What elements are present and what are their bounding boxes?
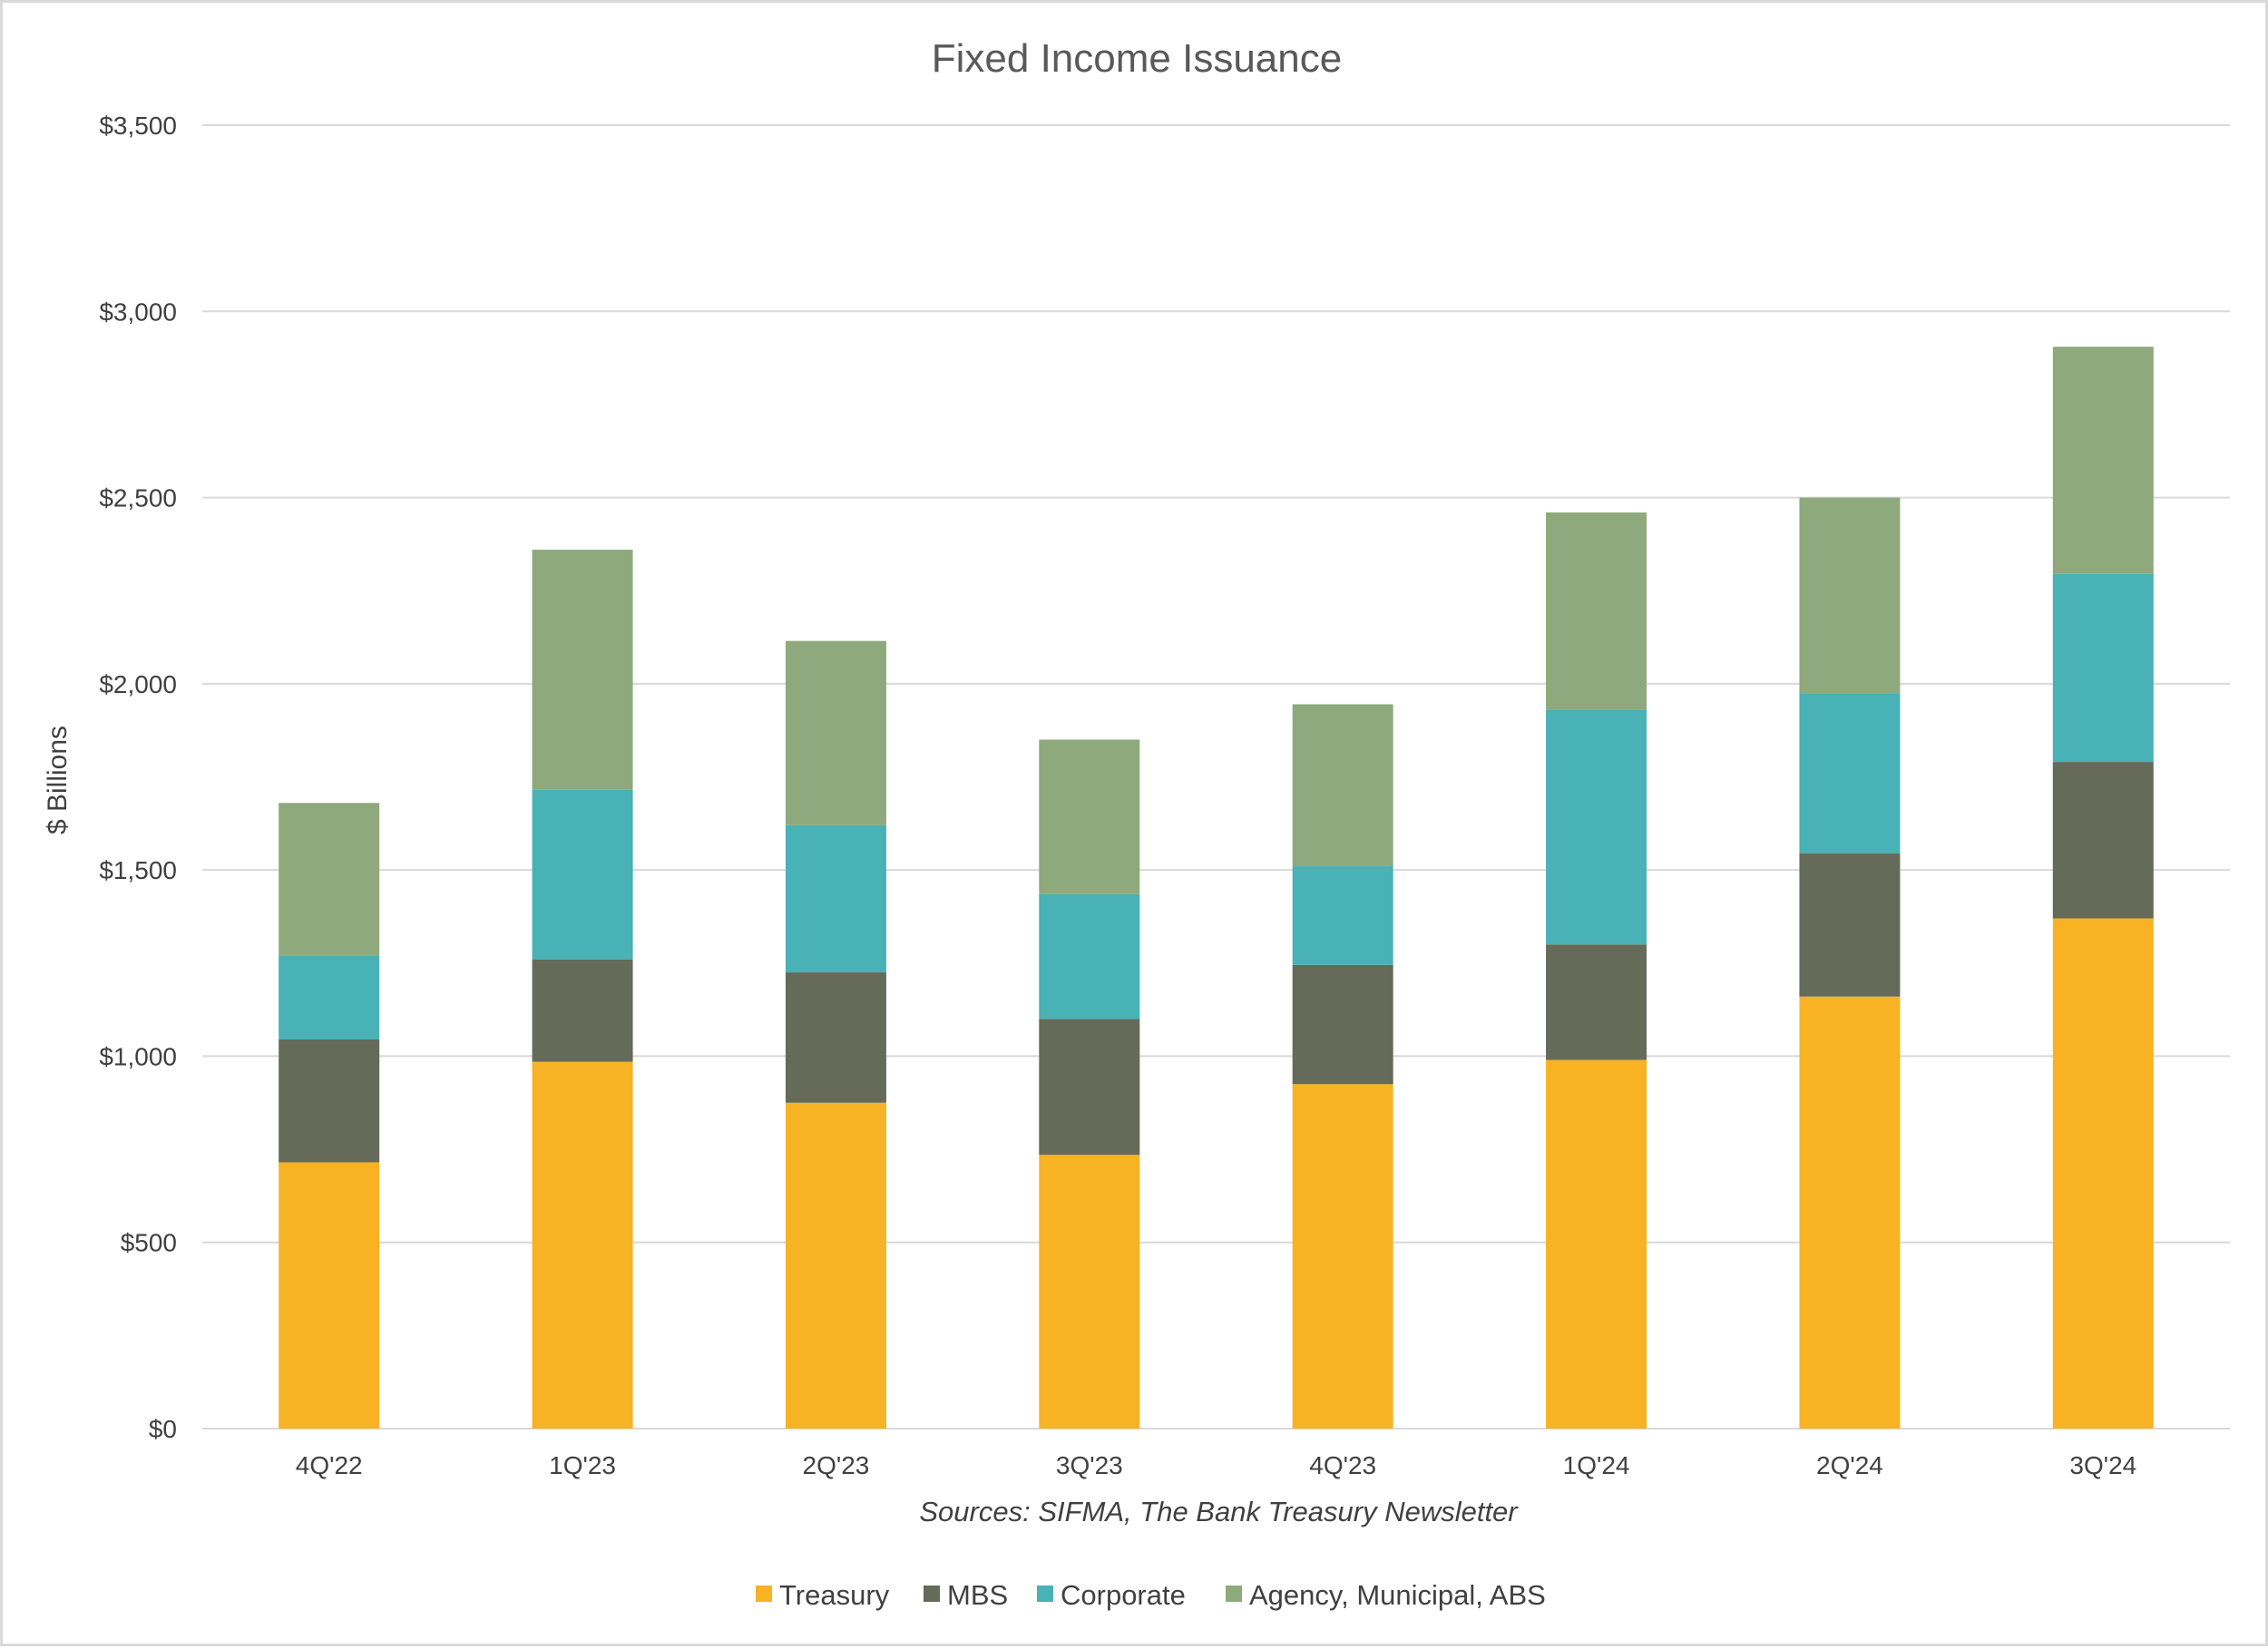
y-axis-label: $ Billions <box>43 726 73 834</box>
bar-corporate-3q-24 <box>2052 573 2154 763</box>
bar-agency-municipal-abs-1q-24 <box>1546 512 1647 710</box>
bar-stack-2q-23 <box>785 640 886 1429</box>
x-tick-label-4q-23: 4Q'23 <box>1309 1451 1376 1479</box>
y-tick-label-3: $1,500 <box>99 856 177 884</box>
bar-corporate-2q-24 <box>1799 693 1901 854</box>
bar-mbs-4q-22 <box>279 1039 380 1163</box>
bar-corporate-1q-24 <box>1546 709 1647 945</box>
source-note: Sources: SIFMA, The Bank Treasury Newsle… <box>919 1496 1519 1527</box>
x-tick-label-2q-24: 2Q'24 <box>1816 1451 1883 1479</box>
bar-agency-municipal-abs-4q-23 <box>1292 704 1393 867</box>
x-tick-label-4q-22: 4Q'22 <box>296 1451 363 1479</box>
bar-agency-municipal-abs-3q-23 <box>1039 739 1140 894</box>
bar-mbs-2q-24 <box>1799 853 1901 997</box>
bar-corporate-4q-22 <box>279 955 380 1039</box>
x-tick-label-1q-24: 1Q'24 <box>1563 1451 1630 1479</box>
x-tick-label-2q-23: 2Q'23 <box>803 1451 870 1479</box>
bar-agency-municipal-abs-1q-23 <box>532 550 633 790</box>
bar-treasury-2q-24 <box>1799 996 1901 1429</box>
bar-stack-2q-24 <box>1799 497 1901 1429</box>
legend-swatch-agency-municipal-abs <box>1226 1586 1242 1602</box>
gridlines <box>202 124 2230 1429</box>
bar-stack-1q-23 <box>532 550 633 1429</box>
bar-treasury-3q-24 <box>2052 918 2154 1429</box>
y-tick-label-5: $2,500 <box>99 484 177 512</box>
bar-agency-municipal-abs-3q-24 <box>2052 346 2154 574</box>
bar-treasury-4q-22 <box>279 1162 380 1429</box>
y-tick-label-6: $3,000 <box>99 298 177 326</box>
fixed-income-issuance-chart: Fixed Income Issuance $0 $500 $1,000 $1,500… <box>43 36 2230 1611</box>
x-tick-label-3q-24: 3Q'24 <box>2069 1451 2136 1479</box>
bar-treasury-1q-24 <box>1546 1059 1647 1429</box>
x-tick-label-1q-23: 1Q'23 <box>549 1451 616 1479</box>
bar-treasury-1q-23 <box>532 1061 633 1429</box>
legend-swatch-treasury <box>756 1586 772 1602</box>
legend-swatch-corporate <box>1037 1586 1053 1602</box>
bar-stack-3q-23 <box>1039 739 1140 1429</box>
bar-mbs-1q-24 <box>1546 944 1647 1060</box>
y-tick-label-2: $1,000 <box>99 1042 177 1070</box>
bar-corporate-3q-23 <box>1039 893 1140 1020</box>
bar-mbs-3q-23 <box>1039 1019 1140 1156</box>
y-tick-label-4: $2,000 <box>99 670 177 698</box>
chart-title: Fixed Income Issuance <box>932 36 1342 81</box>
bar-stack-1q-24 <box>1546 512 1647 1429</box>
bar-mbs-1q-23 <box>532 959 633 1062</box>
bar-mbs-2q-23 <box>785 972 886 1103</box>
bar-stack-layer <box>279 346 2154 1429</box>
bar-agency-municipal-abs-2q-23 <box>785 640 886 825</box>
legend-label-mbs: MBS <box>947 1579 1008 1611</box>
bar-stack-3q-24 <box>2052 346 2154 1429</box>
y-tick-label-7: $3,500 <box>99 112 177 140</box>
bar-mbs-3q-24 <box>2052 762 2154 919</box>
bar-treasury-4q-23 <box>1292 1084 1393 1429</box>
bar-treasury-2q-23 <box>785 1102 886 1429</box>
bar-treasury-3q-23 <box>1039 1155 1140 1429</box>
y-axis-ticks: $0 $500 $1,000 $1,500 $2,000 $2,500 $3,000 $3,5… <box>99 112 177 1443</box>
bar-corporate-4q-23 <box>1292 866 1393 965</box>
bar-mbs-4q-23 <box>1292 964 1393 1085</box>
legend-label-agency-municipal-abs: Agency, Municipal, ABS <box>1249 1579 1546 1611</box>
y-tick-label-1: $500 <box>121 1229 177 1257</box>
legend-label-corporate: Corporate <box>1061 1579 1186 1611</box>
bar-corporate-2q-23 <box>785 824 886 973</box>
x-axis-ticks: 4Q'22 1Q'23 2Q'23 3Q'23 4Q'23 1Q'24 2Q'24 3Q'24 <box>296 1451 2136 1479</box>
bar-agency-municipal-abs-4q-22 <box>279 803 380 956</box>
bar-stack-4q-22 <box>279 803 380 1429</box>
bar-corporate-1q-23 <box>532 789 633 960</box>
y-tick-label-0: $0 <box>149 1415 177 1443</box>
bar-stack-4q-23 <box>1292 704 1393 1429</box>
legend-label-treasury: Treasury <box>779 1579 890 1611</box>
legend: Treasury MBS Corporate Agency, Municipal, A… <box>756 1579 1546 1611</box>
legend-swatch-mbs <box>924 1586 940 1602</box>
x-tick-label-3q-23: 3Q'23 <box>1056 1451 1123 1479</box>
bar-agency-municipal-abs-2q-24 <box>1799 497 1901 694</box>
